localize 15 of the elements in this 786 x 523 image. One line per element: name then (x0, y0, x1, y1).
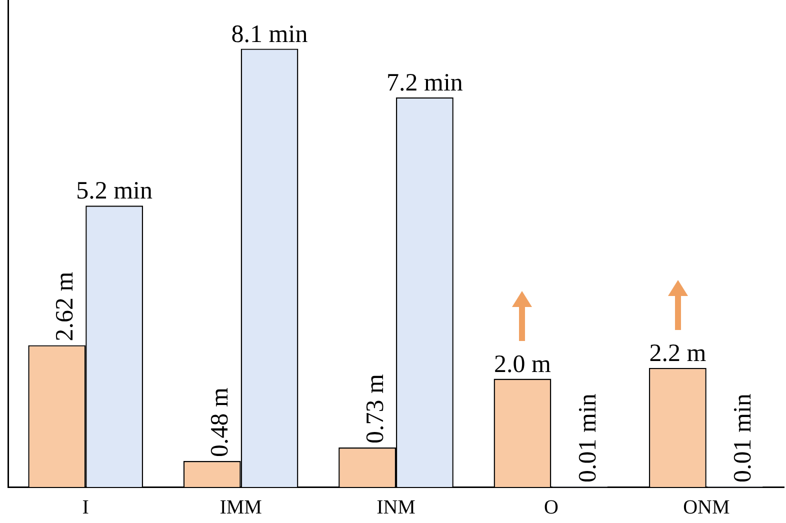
data-label: 0.01 min (574, 393, 602, 482)
data-label: 0.48 m (206, 387, 234, 458)
x-tick-label: ONM (683, 496, 730, 518)
data-label: 2.2 m (649, 340, 707, 368)
data-label: 0.73 m (362, 374, 389, 444)
data-label: 8.1 min (231, 20, 308, 48)
x-tick-label: IMM (220, 496, 262, 518)
data-label: 2.0 m (494, 350, 552, 378)
x-tick-label: I (82, 496, 89, 518)
data-label: 7.2 min (386, 69, 464, 96)
data-label: 5.2 min (76, 178, 153, 205)
x-tick-label: INM (376, 496, 416, 518)
data-label: 2.62 m (51, 271, 78, 342)
x-tick-label: O (544, 496, 558, 518)
data-label: 0.01 min (730, 393, 757, 482)
